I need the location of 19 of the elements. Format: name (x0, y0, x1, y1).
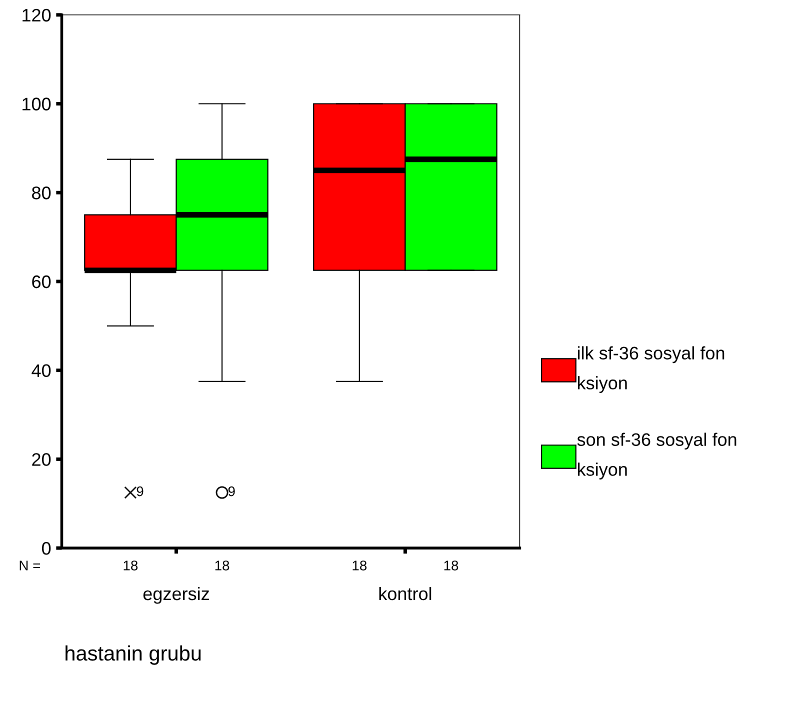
y-tick-label: 100 (22, 98, 51, 110)
y-tick-label: 0 (42, 542, 51, 555)
legend-label: ilk sf-36 sosyal fon ksiyon (578, 346, 724, 393)
x-tick-label: egzersiz (143, 586, 209, 604)
text: 18 (444, 560, 458, 570)
annotation: 9 (136, 486, 144, 496)
y-tick-label: 60 (32, 275, 51, 288)
legend-label: son sf-36 sosyal fon ksiyon (577, 432, 736, 480)
x-tick-label: kontrol (379, 586, 432, 600)
y-tick-label: 120 (22, 8, 51, 22)
y-tick-label: 80 (32, 186, 51, 200)
annotation: 9 (228, 486, 235, 496)
y-tick-label: 20 (32, 453, 51, 466)
text: 18 (215, 560, 230, 570)
x-axis-title: hastanin grubu (66, 645, 201, 665)
text: 18 (352, 560, 367, 570)
text: N = (20, 560, 40, 570)
text: 18 (124, 560, 138, 570)
y-tick-label: 40 (32, 364, 51, 378)
